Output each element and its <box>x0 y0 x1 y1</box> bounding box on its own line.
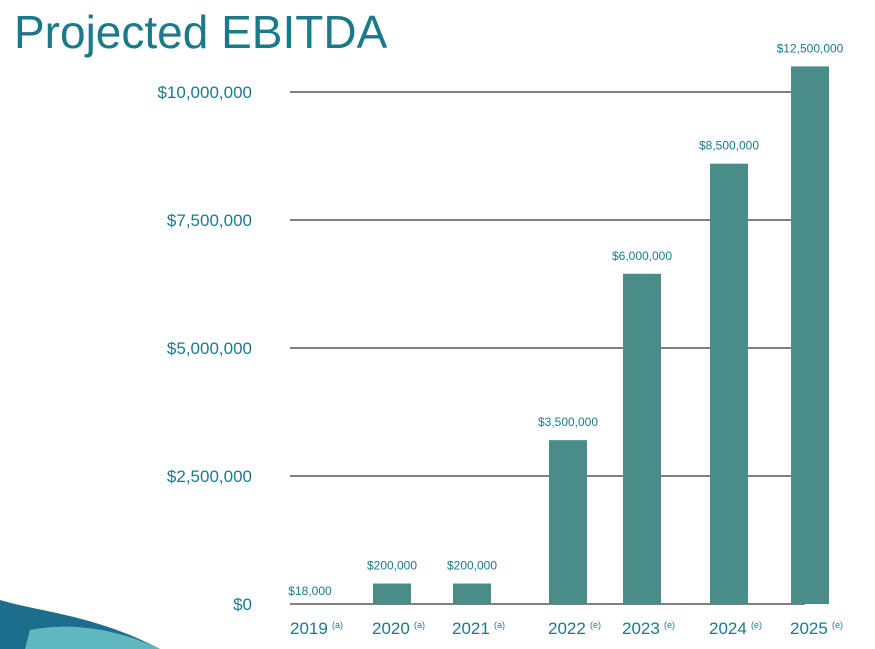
x-tick-label-2025: 2025 <box>790 619 828 638</box>
x-tick-label-2019: 2019 <box>290 619 328 638</box>
data-labels: $18,000 $200,000 $200,000 $3,500,000 $6,000,… <box>288 41 843 598</box>
x-tick-note-2021: (a) <box>494 620 505 630</box>
bar-2024 <box>710 163 748 604</box>
bar-2025 <box>791 66 829 604</box>
bars <box>291 66 829 604</box>
x-tick-note-2019: (a) <box>332 620 343 630</box>
data-label-2021: $200,000 <box>447 559 497 573</box>
x-axis: 2019 (a) 2020 (a) 2021 (a) 2022 (e) 2023 (e) 2024 (… <box>290 619 843 638</box>
data-label-2019: $18,000 <box>288 584 332 598</box>
x-tick-label-2024: 2024 <box>709 619 747 638</box>
x-tick-note-2024: (e) <box>751 620 762 630</box>
bar-2023 <box>623 273 661 604</box>
wave-light-shape <box>25 626 160 649</box>
bar-2020 <box>373 583 411 604</box>
decorative-wave <box>0 600 160 649</box>
bar-2021 <box>453 583 491 604</box>
x-tick-label-2023: 2023 <box>622 619 660 638</box>
x-tick-note-2020: (a) <box>414 620 425 630</box>
y-axis: $0 $2,500,000 $5,000,000 $7,500,000 $10,000,… <box>157 83 252 614</box>
y-tick-label: $7,500,000 <box>167 211 252 230</box>
bar-2022 <box>549 440 587 604</box>
data-label-2025: $12,500,000 <box>777 41 844 55</box>
data-label-2023: $6,000,000 <box>612 249 672 263</box>
page-title: Projected EBITDA <box>14 6 388 58</box>
x-tick-label-2021: 2021 <box>452 619 490 638</box>
data-label-2020: $200,000 <box>367 559 417 573</box>
x-tick-note-2025: (e) <box>832 620 843 630</box>
x-tick-note-2022: (e) <box>590 620 601 630</box>
data-label-2022: $3,500,000 <box>538 415 598 429</box>
x-tick-label-2020: 2020 <box>372 619 410 638</box>
y-tick-label: $10,000,000 <box>157 83 252 102</box>
y-tick-label: $0 <box>233 595 252 614</box>
data-label-2024: $8,500,000 <box>699 139 759 153</box>
x-tick-note-2023: (e) <box>664 620 675 630</box>
y-tick-label: $5,000,000 <box>167 339 252 358</box>
y-tick-label: $2,500,000 <box>167 467 252 486</box>
bar-2019 <box>291 603 329 604</box>
x-tick-label-2022: 2022 <box>548 619 586 638</box>
